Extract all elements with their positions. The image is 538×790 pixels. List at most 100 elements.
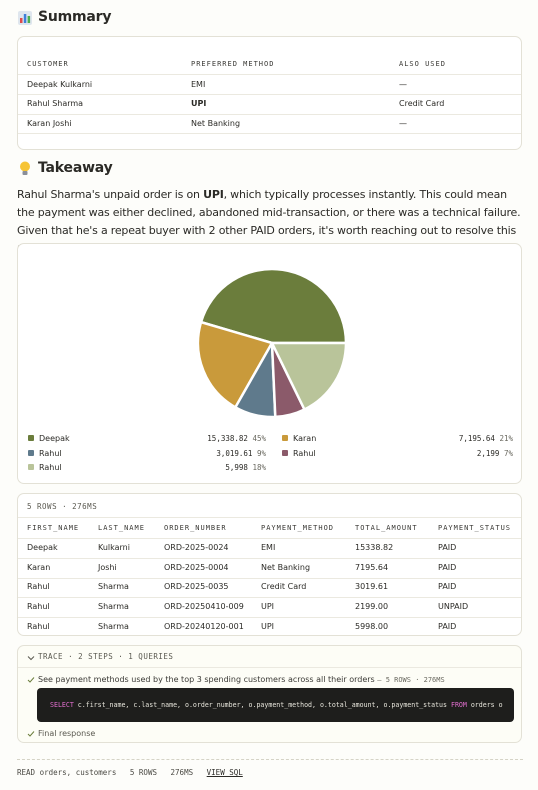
cell: UPI	[261, 621, 275, 631]
cell: Kulkarni	[98, 543, 130, 552]
check-icon	[27, 677, 35, 683]
legend-item: Rahul 2,199 7%	[282, 449, 513, 458]
legend-value: 3,019.61 9%	[216, 449, 266, 458]
legend-label: Rahul	[293, 448, 316, 458]
check-icon	[27, 731, 35, 737]
divider	[17, 759, 523, 760]
pie-slice	[270, 341, 348, 411]
cell: Deepak	[27, 543, 58, 552]
cell: Sharma	[98, 582, 129, 592]
legend-swatch	[28, 449, 34, 456]
cell: 15338.82	[355, 543, 394, 552]
keyword: SELECT	[50, 701, 74, 709]
footer-rows: 5 ROWS	[129, 768, 157, 777]
legend-swatch	[28, 435, 34, 441]
percent-label: 7%	[503, 448, 513, 458]
chart-card: Deepak 15,338.82 45% Karan 7,195.64 21% Rahu…	[17, 243, 522, 484]
legend-label: Rahul	[39, 448, 62, 458]
pie-chart	[196, 267, 348, 419]
column-header: PAYMENT_METHOD	[261, 524, 335, 532]
summary-icon	[18, 11, 32, 25]
cell: Deepak Kulkarni	[27, 80, 93, 89]
cell: Rahul	[27, 621, 50, 631]
row-rule	[18, 577, 521, 579]
trace-step: See payment methods used by the top 3 sp…	[38, 675, 445, 684]
row-rule	[18, 597, 521, 599]
legend-item: Rahul 5,998 18%	[28, 463, 266, 472]
legend-item: Rahul 3,019.61 9%	[28, 449, 266, 458]
keyword: FROM	[450, 701, 467, 709]
pie-slice	[196, 320, 274, 409]
view-sql-link[interactable]: VIEW SQL	[206, 768, 243, 777]
trace-header[interactable]: TRACE · 2 STEPS · 1 QUERIES	[38, 652, 174, 661]
chevron[interactable]	[27, 654, 35, 662]
legend-label: Karan	[293, 434, 317, 443]
cell: Rahul Sharma	[27, 99, 84, 108]
legend-item: Deepak 15,338.82 45%	[28, 434, 266, 443]
percent-label: 9%	[256, 448, 266, 458]
percent-label: 18%	[252, 463, 266, 472]
legend-value: 5,998 18%	[225, 463, 266, 472]
footer-read: READ orders, customers	[17, 768, 117, 777]
cell: UPI	[191, 99, 207, 108]
cell: Rahul	[27, 602, 50, 612]
value-label: 2,199	[476, 448, 500, 458]
cell: ORD-2025-0035	[164, 582, 229, 592]
pie-slice	[199, 267, 348, 345]
takeaway-icon	[20, 161, 30, 175]
value-label: 3,019.61	[216, 448, 253, 458]
legend-value: 7,195.64 21%	[459, 434, 513, 443]
cell: ORD-20250410-009	[164, 602, 244, 612]
cell: Sharma	[98, 602, 129, 612]
legend-label: Deepak	[39, 434, 70, 443]
column-header: CUSTOMER	[27, 60, 69, 68]
cell: UNPAID	[438, 602, 469, 612]
column-header: TOTAL_AMOUNT	[355, 524, 418, 532]
results-card: 5 ROWS · 276MS FIRST_NAME LAST_NAME ORDER_…	[17, 493, 522, 636]
legend-label: Rahul	[39, 463, 62, 472]
takeaway-title: Takeaway	[38, 160, 113, 176]
legend-value: 15,338.82 45%	[207, 434, 266, 443]
legend-swatch	[28, 464, 34, 470]
text: Rahul Sharma's unpaid order is on	[17, 188, 204, 201]
cell: ORD-2025-0004	[164, 562, 229, 572]
column-header: ORDER_NUMBER	[164, 524, 227, 532]
column-header: ALSO USED	[399, 60, 446, 68]
percent-label: 45%	[252, 434, 266, 443]
code: c.first_name, c.last_name, o.order_numbe…	[73, 701, 451, 709]
cell: 7195.64	[355, 562, 389, 572]
step-meta: — 5 ROWS · 276MS	[377, 676, 445, 684]
value-label: 7,195.64	[458, 434, 495, 443]
cell: Net Banking	[261, 562, 311, 572]
cell: ORD-20240120-001	[164, 621, 244, 631]
cell: Credit Card	[261, 582, 307, 592]
row-rule	[18, 617, 521, 619]
cell: PAID	[438, 582, 457, 592]
legend-item: Karan 7,195.64 21%	[282, 434, 513, 443]
row-rule	[18, 558, 521, 559]
cell: EMI	[261, 543, 276, 552]
step-text: See payment methods used by the top 3 sp…	[38, 675, 375, 684]
summary-title: Summary	[38, 9, 112, 25]
cell: —	[399, 119, 407, 128]
column-header: LAST_NAME	[98, 524, 145, 532]
column-header: FIRST_NAME	[27, 524, 80, 532]
value-label: 5,998	[225, 463, 248, 472]
cell: Rahul	[27, 582, 50, 592]
cell: PAID	[438, 543, 457, 552]
footer-time: 276MS	[170, 768, 194, 777]
cell: Net Banking	[191, 119, 241, 128]
cell: 5998.00	[355, 621, 389, 631]
legend-swatch	[282, 449, 288, 456]
code-block: SELECT c.first_name, c.last_name, o.orde…	[37, 688, 514, 722]
cell: Sharma	[98, 621, 129, 631]
cell: 2199.00	[355, 602, 389, 612]
code: orders o	[466, 701, 503, 709]
trace-card: TRACE · 2 STEPS · 1 QUERIES See payment …	[17, 645, 522, 743]
final-response: Final response	[38, 729, 96, 738]
summary-card: CUSTOMER PREFERRED METHOD ALSO USED Deep…	[17, 36, 522, 150]
column-header: PREFERRED METHOD	[191, 60, 275, 68]
row-rule	[18, 538, 521, 539]
value-label: 15,338.82	[207, 434, 248, 443]
cell: Credit Card	[399, 99, 445, 108]
